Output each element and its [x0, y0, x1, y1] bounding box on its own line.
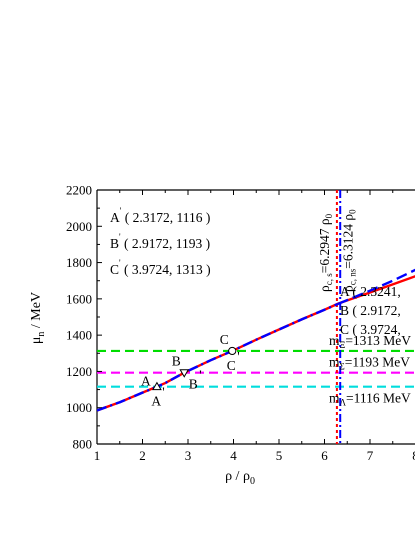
y-axis-title: μn / MeV [29, 292, 47, 344]
prime-mark: ' [162, 385, 164, 400]
x-axis-title: ρ / ρ0 [225, 469, 255, 487]
y-tick-label: 1600 [66, 291, 92, 306]
series-dash-dot [97, 302, 339, 412]
marker-label-A: A [141, 374, 151, 389]
y-tick-label: 1400 [66, 328, 92, 343]
annotation-left-B: B' ( 2.9172, 1193 ) [110, 232, 210, 251]
vline-label-1: ρc, ns=6.3124 ρ0 [341, 209, 358, 292]
x-tick-label: 3 [185, 448, 192, 463]
hline-label-Ξ: mΞ=1313 MeV [329, 333, 411, 350]
hline-label-Σ: mΣ=1193 MeV [329, 355, 410, 372]
markers: AA'BB'CC' [141, 332, 240, 409]
marker-label-C: C [220, 332, 229, 347]
x-tick-label: 8 [412, 448, 415, 463]
y-tick-label: 800 [73, 437, 93, 452]
x-tick-label: 7 [367, 448, 374, 463]
marker-A [152, 381, 162, 391]
y-tick-label: 1000 [66, 400, 92, 415]
y-tick-label: 1200 [66, 364, 92, 379]
annotation-left-C: C' ( 3.9724, 1313 ) [110, 258, 211, 277]
vline-label-0: ρc, s=6.2947 ρ0 [317, 213, 334, 292]
prime-mark: ' [237, 349, 239, 364]
marker-C [228, 346, 237, 356]
annotation-left-A: A' ( 2.3172, 1116 ) [110, 206, 210, 225]
marker-label-B-prime: B [189, 377, 198, 392]
curves [97, 268, 415, 412]
annotations: A' ( 2.3172, 1116 )B' ( 2.9172, 1193 )C'… [110, 206, 411, 408]
series-dashed [337, 268, 415, 306]
x-tick-label: 1 [94, 448, 101, 463]
x-tick-label: 4 [230, 448, 237, 463]
x-tick-label: 6 [321, 448, 328, 463]
marker-label-B: B [172, 354, 181, 369]
hline-label-Λ: mΛ=1116 MeV [329, 391, 411, 408]
y-tick-label: 1800 [66, 255, 92, 270]
marker-label-A-prime: A [151, 394, 161, 409]
annotation-right-B: B ( 2.9172, [340, 303, 401, 318]
x-tick-label: 2 [139, 448, 146, 463]
y-axis-ticks: 800 1000 1200 1400 1600 1800 2000 2200 [66, 183, 102, 452]
y-tick-label: 2000 [66, 219, 92, 234]
y-tick-label: 2200 [66, 183, 92, 198]
x-axis-ticks: 12345678910 [94, 190, 415, 463]
annotation-right-A: A ( 2.3241, [340, 284, 401, 299]
x-tick-label: 5 [276, 448, 283, 463]
reference-lines [97, 190, 415, 444]
axis-titles: ρ / ρ0 μn / MeV [29, 292, 255, 487]
marker-label-C-prime: C [227, 358, 236, 373]
annotation-right-C: C ( 3.9724, [340, 322, 401, 337]
marker-B [179, 369, 190, 378]
prime-mark: ' [199, 368, 201, 383]
